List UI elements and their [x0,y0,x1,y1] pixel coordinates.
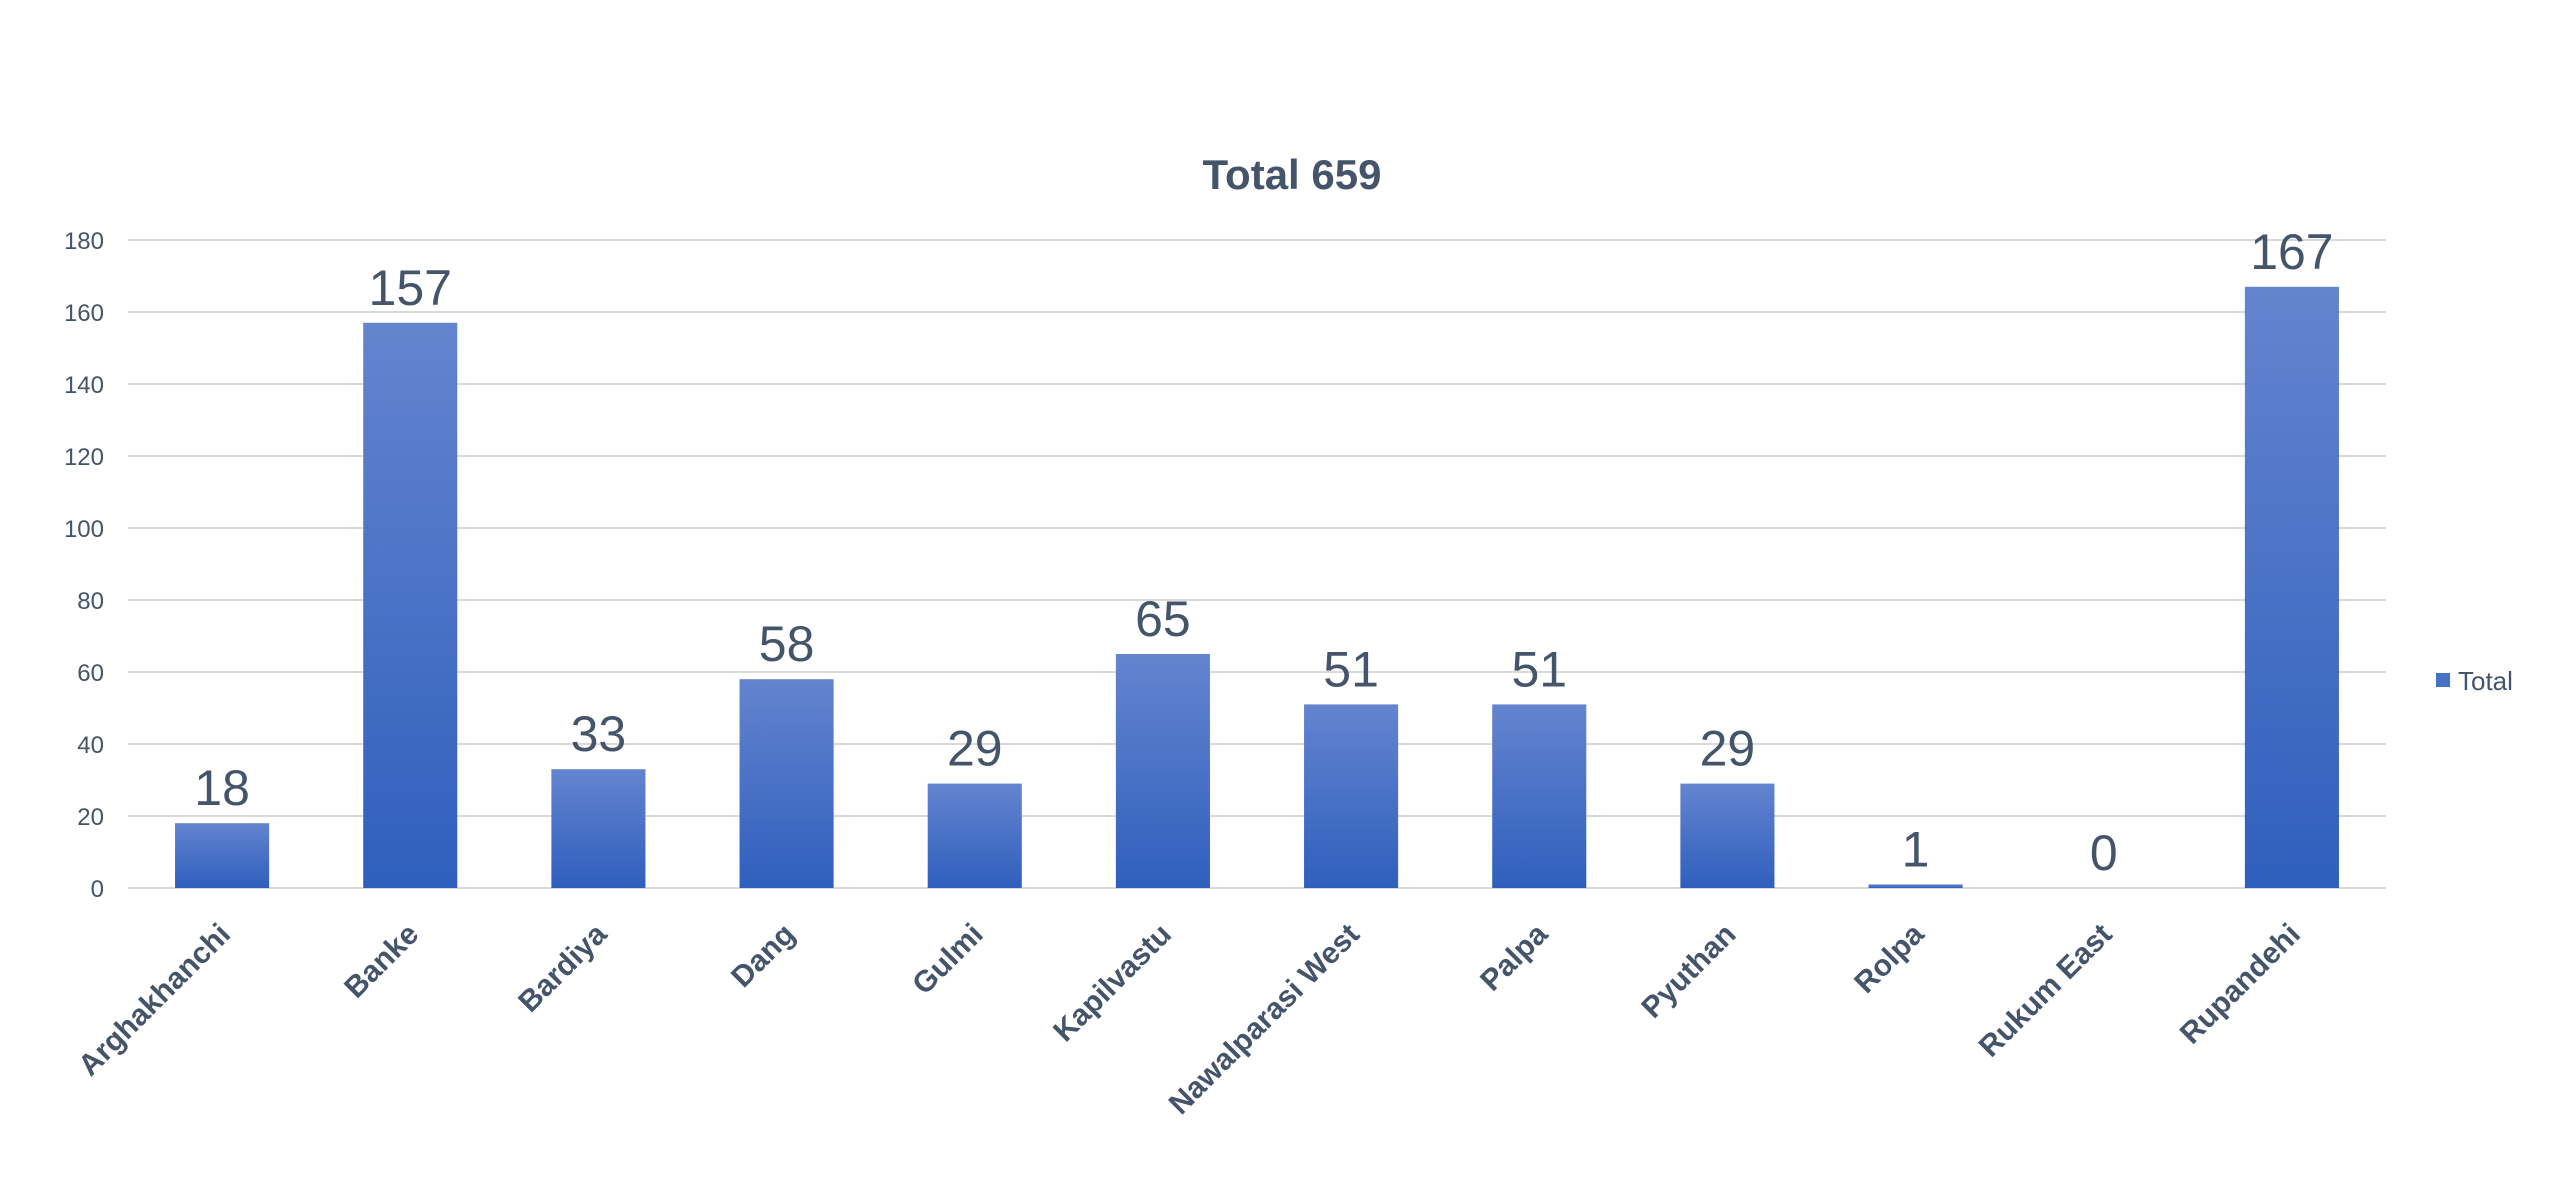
bar [1115,654,1210,888]
y-tick-label: 40 [77,732,104,759]
data-label: 18 [194,760,250,816]
y-tick-label: 20 [77,804,104,831]
chart-title: Total 659 [1203,151,1382,198]
x-tick-label: Rukum East [1973,918,2119,1064]
legend-label: Total [2458,666,2513,696]
data-label: 51 [1323,641,1379,697]
data-label: 65 [1135,591,1191,647]
data-label: 29 [947,721,1003,777]
bar [2244,286,2339,888]
x-tick-label: Gulmi [906,918,989,1001]
y-tick-label: 120 [64,444,104,471]
x-tick-label: Pyuthan [1635,918,1742,1025]
y-axis-ticks: 0 20 40 60 80 100 120 140 160 180 [64,228,104,903]
bar [739,679,834,888]
x-tick-label: Dang [725,918,801,994]
data-label: 33 [571,706,627,762]
x-tick-label: Bardiya [512,917,613,1018]
x-tick-label: Rolpa [1848,917,1930,999]
y-tick-label: 60 [77,660,104,687]
data-label: 167 [2250,224,2333,280]
bars [175,286,2339,888]
bar [551,769,646,888]
legend: Total [2436,666,2513,696]
data-label: 0 [2090,825,2118,881]
bar [1868,884,1963,888]
bar [175,823,270,888]
bar [1680,783,1775,888]
y-tick-label: 0 [91,876,104,903]
x-tick-label: Banke [338,918,425,1005]
y-tick-label: 180 [64,228,104,255]
bar [363,322,458,888]
x-tick-label: Nawalparasi West [1163,918,1366,1121]
y-tick-label: 160 [64,300,104,327]
x-tick-label: Kapilvastu [1047,918,1178,1049]
data-label: 51 [1511,641,1567,697]
y-tick-label: 100 [64,516,104,543]
bar [927,783,1022,888]
data-labels: 18 157 33 58 29 65 51 51 29 1 0 167 [194,224,2333,881]
x-tick-label: Arghakhanchi [72,918,237,1083]
data-label: 58 [759,616,815,672]
data-label: 29 [1700,721,1756,777]
legend-marker [2436,673,2450,687]
y-tick-label: 80 [77,588,104,615]
bar [1492,704,1587,888]
data-label: 157 [369,260,452,316]
gridlines [128,239,2386,889]
y-tick-label: 140 [64,372,104,399]
bar [1304,704,1399,888]
x-axis-ticks: Arghakhanchi Banke Bardiya Dang Gulmi Kapilva… [72,917,2307,1121]
x-tick-label: Rupandehi [2174,918,2307,1051]
x-tick-label: Palpa [1474,917,1554,997]
data-label: 1 [1902,821,1930,877]
